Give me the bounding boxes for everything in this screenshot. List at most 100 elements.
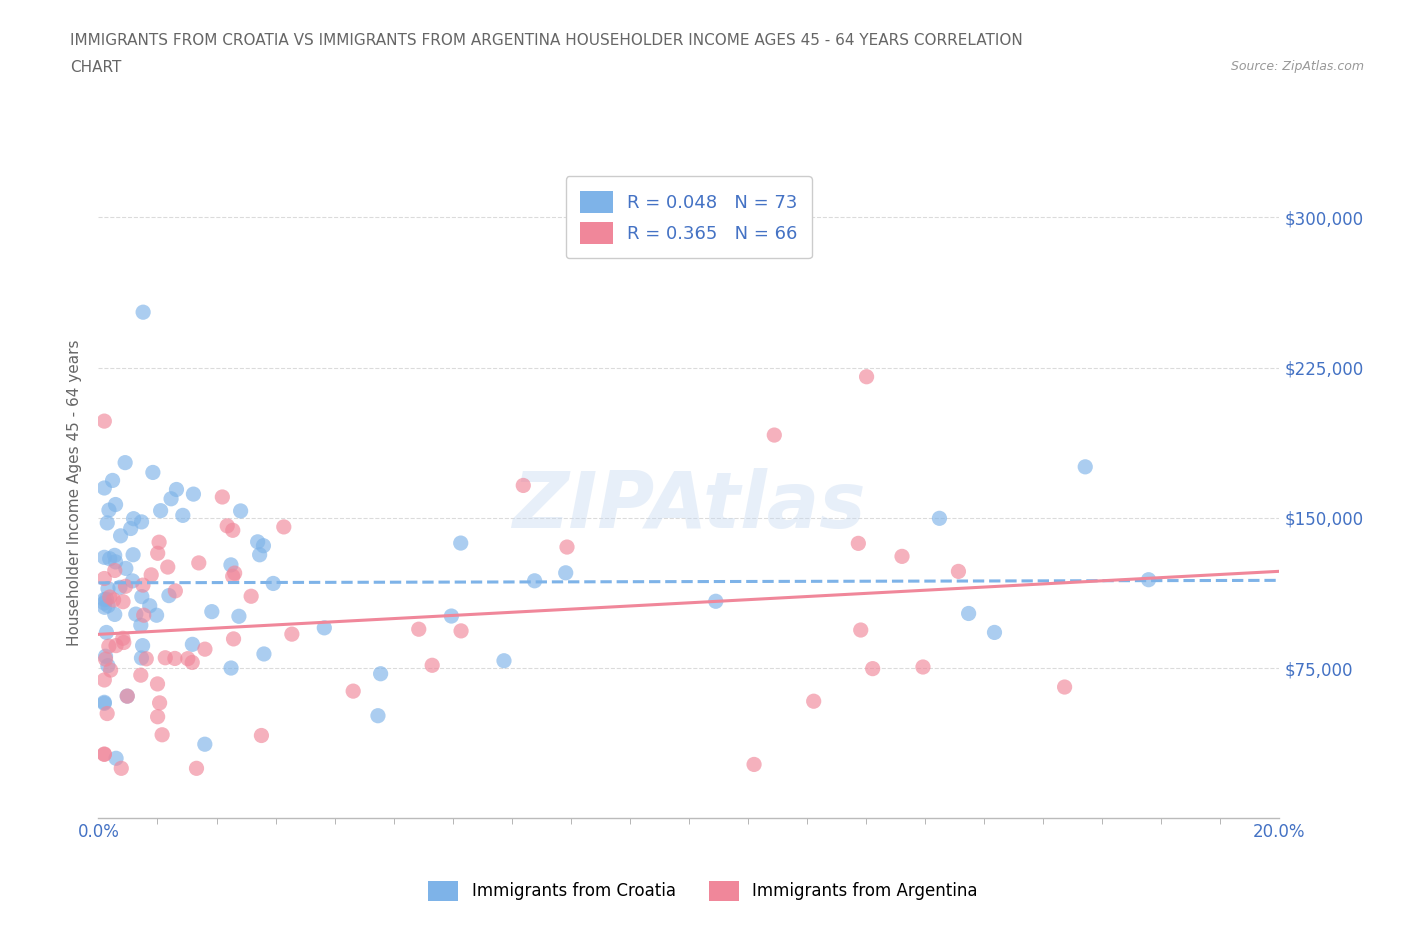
Point bbox=[523, 574, 546, 589]
Point bbox=[450, 536, 472, 551]
Point bbox=[129, 668, 152, 683]
Point bbox=[273, 520, 295, 535]
Point bbox=[122, 547, 145, 562]
Point bbox=[222, 523, 245, 538]
Point bbox=[110, 528, 132, 543]
Point bbox=[149, 503, 172, 518]
Point bbox=[194, 642, 217, 657]
Point bbox=[98, 590, 121, 604]
Point bbox=[181, 655, 204, 670]
Point bbox=[183, 486, 205, 501]
Point bbox=[131, 514, 153, 529]
Point bbox=[96, 591, 118, 606]
Point bbox=[97, 581, 120, 596]
Point bbox=[94, 652, 117, 667]
Point bbox=[146, 710, 169, 724]
Text: Source: ZipAtlas.com: Source: ZipAtlas.com bbox=[1230, 60, 1364, 73]
Point bbox=[114, 455, 136, 470]
Point bbox=[957, 606, 980, 621]
Point bbox=[93, 600, 115, 615]
Point bbox=[93, 695, 115, 710]
Point bbox=[155, 650, 177, 665]
Point bbox=[108, 580, 131, 595]
Point bbox=[222, 631, 245, 646]
Point bbox=[408, 622, 430, 637]
Point bbox=[94, 649, 117, 664]
Point bbox=[249, 548, 271, 563]
Point bbox=[342, 684, 364, 698]
Point bbox=[132, 305, 155, 320]
Point bbox=[93, 747, 115, 762]
Point bbox=[555, 539, 578, 554]
Point bbox=[115, 689, 138, 704]
Point bbox=[146, 546, 169, 561]
Text: IMMIGRANTS FROM CROATIA VS IMMIGRANTS FROM ARGENTINA HOUSEHOLDER INCOME AGES 45 : IMMIGRANTS FROM CROATIA VS IMMIGRANTS FR… bbox=[70, 33, 1024, 47]
Point bbox=[111, 631, 134, 645]
Point bbox=[1053, 680, 1076, 695]
Point bbox=[512, 478, 534, 493]
Point bbox=[125, 606, 148, 621]
Point bbox=[104, 497, 127, 512]
Point bbox=[948, 564, 970, 578]
Point bbox=[114, 578, 136, 593]
Point bbox=[97, 658, 120, 673]
Text: ZIPAtlas: ZIPAtlas bbox=[512, 468, 866, 544]
Point bbox=[163, 651, 186, 666]
Point bbox=[222, 569, 245, 584]
Point bbox=[138, 598, 160, 613]
Point bbox=[849, 622, 872, 637]
Point bbox=[93, 592, 115, 607]
Point bbox=[201, 604, 224, 619]
Point bbox=[104, 554, 127, 569]
Point bbox=[131, 638, 153, 653]
Point bbox=[229, 503, 252, 518]
Point bbox=[93, 550, 115, 565]
Point bbox=[160, 491, 183, 506]
Point bbox=[142, 465, 165, 480]
Point bbox=[803, 694, 825, 709]
Legend: R = 0.048   N = 73, R = 0.365   N = 66: R = 0.048 N = 73, R = 0.365 N = 66 bbox=[565, 177, 813, 259]
Point bbox=[93, 747, 115, 762]
Point bbox=[114, 561, 136, 576]
Point bbox=[1074, 459, 1097, 474]
Point bbox=[129, 618, 152, 632]
Point bbox=[554, 565, 576, 580]
Point bbox=[96, 515, 118, 530]
Point bbox=[492, 653, 515, 668]
Point bbox=[211, 489, 233, 504]
Point bbox=[314, 620, 336, 635]
Point bbox=[93, 414, 115, 429]
Point bbox=[98, 551, 121, 566]
Point bbox=[97, 598, 120, 613]
Point bbox=[219, 557, 242, 572]
Point bbox=[110, 761, 132, 776]
Point bbox=[96, 625, 118, 640]
Point bbox=[132, 607, 155, 622]
Point bbox=[141, 567, 163, 582]
Point bbox=[253, 646, 276, 661]
Point bbox=[240, 589, 263, 604]
Point bbox=[149, 696, 172, 711]
Point bbox=[862, 661, 884, 676]
Point bbox=[1137, 572, 1160, 587]
Point bbox=[145, 608, 167, 623]
Point bbox=[117, 689, 139, 704]
Point bbox=[186, 761, 208, 776]
Y-axis label: Householder Income Ages 45 - 64 years: Householder Income Ages 45 - 64 years bbox=[67, 339, 83, 646]
Point bbox=[96, 706, 118, 721]
Point bbox=[194, 737, 217, 751]
Point bbox=[763, 428, 786, 443]
Point bbox=[370, 666, 392, 681]
Legend: Immigrants from Croatia, Immigrants from Argentina: Immigrants from Croatia, Immigrants from… bbox=[422, 874, 984, 908]
Point bbox=[104, 607, 127, 622]
Point bbox=[97, 503, 120, 518]
Point bbox=[105, 751, 128, 765]
Point bbox=[148, 535, 170, 550]
Point bbox=[450, 623, 472, 638]
Point bbox=[93, 595, 115, 610]
Text: CHART: CHART bbox=[70, 60, 122, 75]
Point bbox=[103, 592, 125, 607]
Point bbox=[420, 658, 443, 672]
Point bbox=[250, 728, 273, 743]
Point bbox=[165, 583, 187, 598]
